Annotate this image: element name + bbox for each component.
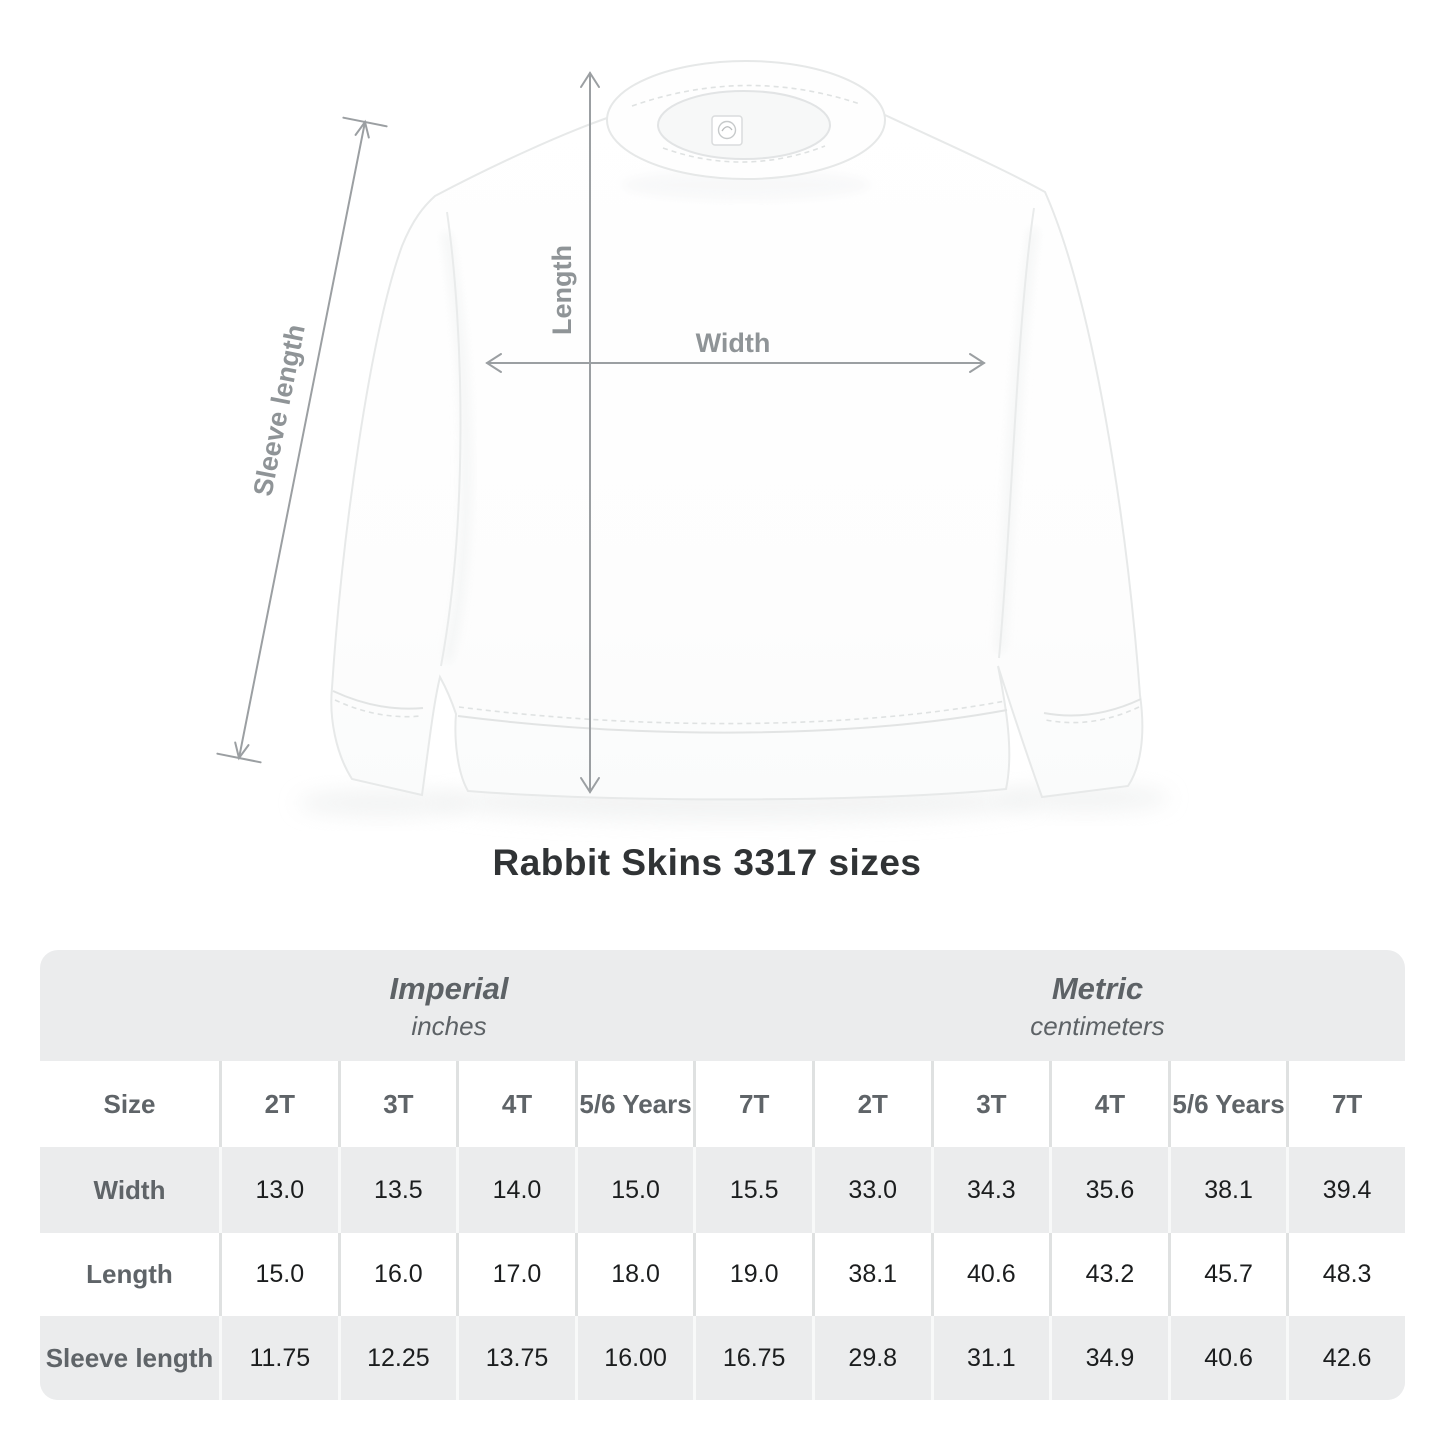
- value-cell: 40.6: [930, 1233, 1050, 1316]
- value-cell: 33.0: [811, 1147, 931, 1233]
- cuff-stitching-left: [334, 699, 422, 718]
- value-cell: 39.4: [1286, 1147, 1405, 1233]
- value-cell: 15.5: [693, 1147, 812, 1233]
- sweatshirt-illustration: [330, 60, 1144, 801]
- armhole-seam-left: [440, 211, 462, 667]
- sleeve-length-dimension-label: Sleeve length: [248, 322, 311, 499]
- value-cell: 14.0: [456, 1147, 575, 1233]
- hem-seam: [457, 709, 1008, 734]
- value-cell: 29.8: [811, 1316, 931, 1400]
- cuff-stitching-right: [1045, 706, 1140, 724]
- value-cell: 35.6: [1049, 1147, 1168, 1233]
- value-cell: 13.5: [337, 1147, 457, 1233]
- value-cell: 42.6: [1286, 1316, 1405, 1400]
- value-cell: 15.0: [219, 1233, 338, 1316]
- value-cell: 18.0: [574, 1233, 694, 1316]
- value-cell: 48.3: [1286, 1233, 1405, 1316]
- value-cell: 34.3: [930, 1147, 1050, 1233]
- imperial-group-unit: inches: [411, 1010, 487, 1041]
- brand-tag: [711, 115, 743, 146]
- value-cell: 17.0: [456, 1233, 575, 1316]
- value-cell: 38.1: [1167, 1147, 1287, 1233]
- collar-shading: [621, 169, 871, 201]
- size-table: Imperial inches Metric centimeters Size …: [40, 950, 1405, 1400]
- value-cell: 19.0: [693, 1233, 812, 1316]
- value-cell: 45.7: [1167, 1233, 1287, 1316]
- sweatshirt-body: [330, 71, 1144, 801]
- length-arrow: [580, 71, 600, 794]
- value-cell: 40.6: [1167, 1316, 1287, 1400]
- cuff-seam-right: [1043, 698, 1142, 717]
- value-cell: 16.75: [693, 1316, 812, 1400]
- value-cell: 11.75: [219, 1316, 338, 1400]
- width-arrow: [485, 353, 986, 373]
- value-cell: 38.1: [811, 1233, 931, 1316]
- value-cell: 13.0: [219, 1147, 338, 1233]
- table-row-length: Length 15.0 16.0 17.0 18.0 19.0 38.1 40.…: [40, 1233, 1405, 1316]
- metric-group-header: Metric centimeters: [812, 950, 1405, 1061]
- width-dimension-label: Width: [696, 328, 771, 358]
- metric-group-title: Metric: [1051, 970, 1144, 1006]
- length-dimension-label: Length: [547, 245, 577, 335]
- table-row-sleeve-length: Sleeve length 11.75 12.25 13.75 16.00 16…: [40, 1316, 1405, 1400]
- column-header: 4T: [1049, 1061, 1168, 1147]
- sweatshirt-measurement-diagram: Length Width Sleeve length: [216, 60, 1170, 822]
- row-label: Length: [86, 1259, 173, 1289]
- front-neck-stitching: [662, 145, 826, 163]
- imperial-group-title: Imperial: [389, 970, 509, 1006]
- armhole-seam-right: [998, 207, 1035, 659]
- unit-group-header-row: Imperial inches Metric centimeters: [40, 950, 1405, 1061]
- sleeve-length-arrow: [216, 116, 388, 764]
- column-header: 4T: [456, 1061, 575, 1147]
- column-header: 5/6 Years: [574, 1061, 694, 1147]
- column-header: 3T: [337, 1061, 457, 1147]
- value-cell: 12.25: [337, 1316, 457, 1400]
- metric-group-unit: centimeters: [1030, 1010, 1165, 1041]
- rabbit-logo-icon: [717, 120, 737, 140]
- row-label: Sleeve length: [45, 1342, 214, 1373]
- value-cell: 13.75: [456, 1316, 575, 1400]
- value-cell: 15.0: [574, 1147, 694, 1233]
- dimension-arrows: Length Width Sleeve length: [216, 71, 986, 794]
- column-header: 5/6 Years: [1167, 1061, 1287, 1147]
- size-column-header: Size: [103, 1088, 156, 1119]
- column-header: 7T: [693, 1061, 812, 1147]
- value-cell: 16.00: [574, 1316, 694, 1400]
- collar-inner-opening: [657, 90, 831, 160]
- column-header-row: Size 2T 3T 4T 5/6 Years 7T 2T 3T 4T 5/6 …: [40, 1061, 1405, 1147]
- value-cell: 43.2: [1049, 1233, 1168, 1316]
- table-row-width: Width 13.0 13.5 14.0 15.0 15.5 33.0 34.3…: [40, 1147, 1405, 1233]
- value-cell: 34.9: [1049, 1316, 1168, 1400]
- row-label: Width: [93, 1174, 166, 1205]
- size-chart-title: Rabbit Skins 3317 sizes: [492, 842, 922, 883]
- column-header: 3T: [930, 1061, 1050, 1147]
- back-neck-stitching: [631, 84, 861, 107]
- value-cell: 16.0: [337, 1233, 457, 1316]
- imperial-group-header: Imperial inches: [40, 950, 812, 1061]
- value-cell: 31.1: [930, 1316, 1050, 1400]
- column-header: 2T: [219, 1061, 338, 1147]
- cuff-seam-left: [332, 690, 424, 710]
- hem-stitching: [458, 700, 1006, 725]
- column-header: 2T: [811, 1061, 931, 1147]
- column-header: 7T: [1286, 1061, 1405, 1147]
